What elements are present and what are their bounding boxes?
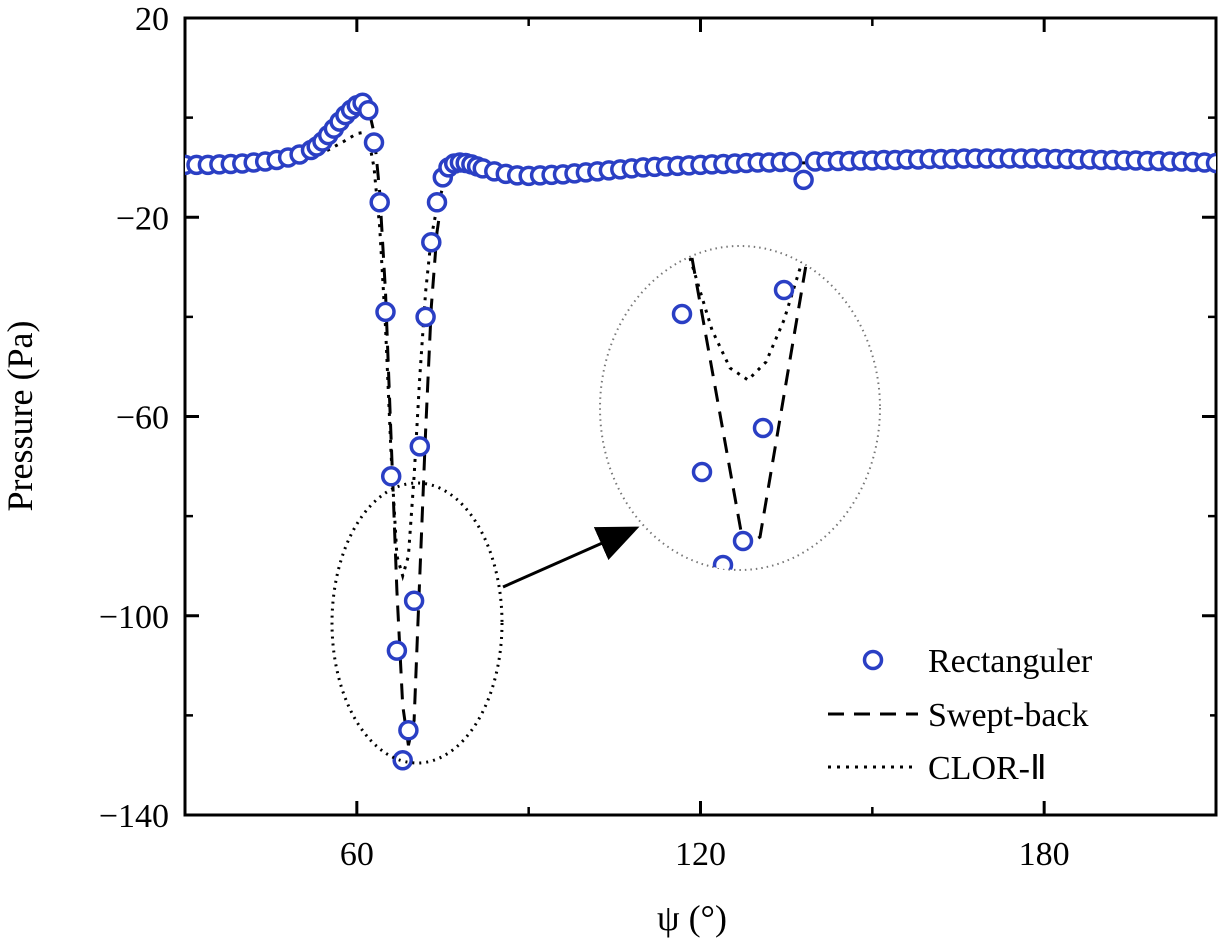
y-tick-label: 20 [135, 1, 169, 38]
inset-clor-line [688, 257, 804, 382]
annotation-layer [330, 245, 881, 765]
data-point [426, 192, 448, 213]
legend-label-clor-ii: CLOR-Ⅱ [928, 750, 1047, 787]
legend-label-rectanguler: Rectanguler [928, 643, 1093, 680]
data-point [392, 749, 413, 771]
data-point [398, 720, 419, 741]
data-point [409, 436, 431, 457]
data-point [363, 132, 385, 153]
series-layer [185, 92, 1216, 771]
data-point [415, 306, 436, 328]
x-tick-label: 60 [340, 836, 374, 873]
legend-label-swept-back: Swept-back [928, 697, 1089, 734]
legend-marker-rectanguler [862, 649, 884, 671]
data-point [386, 640, 408, 661]
inset-marker [732, 530, 754, 552]
data-point [793, 169, 814, 191]
x-tick-label: 120 [675, 836, 726, 873]
inset-marker [712, 554, 734, 570]
series-line-clor- [185, 131, 1216, 582]
x-tick-label: 180 [1019, 836, 1070, 873]
tick-labels: 60 120 180 20 −20 −60 −100 −140 [99, 1, 1070, 873]
data-point [375, 301, 396, 323]
x-axis-title: ψ (°) [657, 898, 727, 938]
inset-ellipse [599, 245, 881, 571]
data-point [403, 590, 425, 612]
data-point [380, 466, 402, 487]
inset-marker [671, 303, 693, 325]
inset-marker [773, 279, 795, 301]
y-tick-label: −140 [99, 798, 169, 835]
zoom-arrow [502, 526, 640, 589]
data-point [421, 231, 442, 253]
axis-ticks [183, 16, 1218, 817]
inset-marker [752, 417, 774, 439]
inset-zoom [671, 257, 808, 570]
series-markers-rectanguler [185, 92, 1216, 771]
data-point [781, 151, 803, 173]
data-point [1205, 152, 1216, 174]
data-point [358, 99, 379, 121]
inset-marker [691, 461, 713, 483]
legend: Rectanguler Swept-back CLOR-Ⅱ [815, 640, 1210, 790]
y-axis-title: Pressure (Pa) [0, 321, 40, 512]
y-tick-label: −100 [99, 599, 169, 636]
inset-swept-line [690, 257, 808, 551]
y-tick-label: −60 [116, 400, 169, 437]
data-point [369, 192, 390, 213]
zoom-region-ellipse [330, 481, 504, 765]
y-tick-label: −20 [116, 200, 169, 237]
